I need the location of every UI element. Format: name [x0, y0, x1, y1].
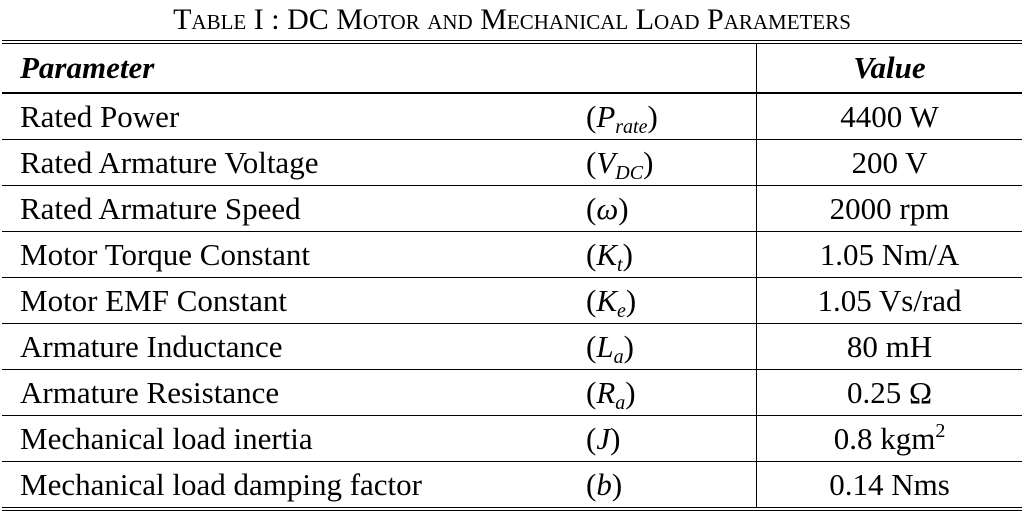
value-cell: 0.8 kgm2: [756, 415, 1022, 462]
value-text: 1.05 Nm/A: [819, 236, 960, 272]
symbol-base: R: [596, 374, 616, 410]
table-row: Mechanical load inertia (J) 0.8 kgm2: [2, 415, 1022, 462]
parameter-cell: Motor EMF Constant: [2, 277, 586, 324]
value-text: 0.25 Ω: [846, 374, 933, 410]
parameter-cell: Mechanical load damping factor: [20, 466, 422, 502]
value-cell: 80 mH: [756, 323, 1022, 370]
parameter-cell: Armature Resistance: [2, 369, 586, 416]
symbol-cell: (b): [586, 462, 757, 510]
table-body: Rated Power (Prate) 4400 W Rated Armature V…: [2, 93, 1022, 509]
value-text: 80 mH: [846, 328, 933, 364]
symbol-close: ): [610, 420, 621, 456]
symbol-open: (: [586, 374, 597, 410]
table-row: Rated Armature Speed (ω) 2000 rpm: [2, 185, 1022, 232]
value-cell: 2000 rpm: [756, 185, 1022, 232]
symbol-base: ω: [596, 190, 619, 226]
header-row: Parameter Value: [2, 42, 1022, 94]
value-text: 1.05 Vs/rad: [817, 282, 962, 318]
symbol-close: ): [643, 144, 654, 180]
symbol-open: (: [586, 144, 597, 180]
symbol-open: (: [586, 328, 597, 364]
symbol-close: ): [618, 190, 629, 226]
symbol-base: K: [596, 236, 618, 272]
value-superscript: 2: [935, 419, 946, 442]
value-text: 0.8 kgm: [833, 420, 936, 456]
value-cell: 4400 W: [756, 93, 1022, 140]
symbol-close: ): [647, 98, 658, 134]
symbol-close: ): [625, 282, 637, 318]
symbol-cell: (ω): [586, 185, 757, 232]
symbol-open: (: [586, 190, 597, 226]
parameter-cell: Armature Inductance: [2, 323, 586, 370]
table-title: Table I : DC Motor and Mechanical Load P…: [173, 3, 851, 36]
symbol-base: L: [596, 328, 614, 364]
table-row: Armature Inductance (La) 80 mH: [2, 323, 1022, 370]
value-cell: 1.05 Vs/rad: [756, 277, 1022, 324]
symbol-cell: (Prate): [586, 93, 757, 140]
table-row: Mechanical load damping factor (b) 0.14 Nm…: [2, 461, 1022, 510]
symbol-subscript: rate: [615, 115, 648, 138]
parameter-cell: Rated Armature Speed: [2, 185, 586, 232]
symbol-open: (: [586, 466, 597, 502]
value-cell: 1.05 Nm/A: [756, 231, 1022, 278]
table-row: Rated Armature Voltage (VDC) 200 V: [2, 139, 1022, 186]
symbol-base: b: [596, 466, 612, 502]
value-text: 200 V: [851, 144, 928, 180]
symbol-base: K: [596, 282, 618, 318]
parameter-cell: Rated Armature Voltage: [2, 139, 586, 186]
symbol-cell: (La): [586, 323, 757, 370]
symbol-cell: (Ke): [586, 277, 757, 324]
value-cell: 0.14 Nms: [756, 461, 1022, 509]
table-row: Armature Resistance (Ra) 0.25 Ω: [2, 369, 1022, 416]
parameter-cell: Mechanical load inertia: [2, 415, 586, 462]
symbol-close: ): [622, 236, 633, 272]
value-text: 2000 rpm: [829, 190, 950, 226]
parameter-table: Parameter Value Rated Power (Prate) 4400 W…: [2, 40, 1022, 511]
symbol-base: J: [596, 420, 611, 456]
value-cell: 200 V: [756, 139, 1022, 186]
value-text: 0.14 Nms: [829, 466, 950, 502]
header-cell: Value: [756, 42, 1022, 94]
table-row: Motor EMF Constant (Ke) 1.05 Vs/rad: [2, 277, 1022, 324]
symbol-open: (: [586, 420, 597, 456]
symbol-subscript: a: [613, 345, 624, 368]
symbol-base: P: [596, 98, 616, 134]
parameter-cell: Motor Torque Constant: [2, 231, 586, 278]
symbol-cell: (Kt): [586, 231, 757, 278]
table-row: Rated Power (Prate) 4400 W: [2, 93, 1022, 140]
symbol-subscript: DC: [615, 161, 644, 184]
header-cell: Parameter: [2, 42, 757, 94]
value-cell: 0.25 Ω: [756, 369, 1022, 416]
symbol-cell: (Ra): [586, 369, 757, 416]
symbol-close: ): [623, 328, 634, 364]
value-text: 4400 W: [840, 98, 939, 134]
symbol-base: V: [596, 144, 616, 180]
symbol-open: (: [586, 282, 597, 318]
symbol-open: (: [586, 236, 597, 272]
symbol-cell: (VDC): [586, 139, 757, 186]
symbol-subscript: a: [615, 391, 626, 414]
symbol-subscript: t: [617, 253, 623, 276]
table-row: Motor Torque Constant (Kt) 1.05 Nm/A: [2, 231, 1022, 278]
symbol-close: ): [611, 466, 623, 502]
symbol-subscript: e: [617, 299, 626, 322]
symbol-open: (: [586, 98, 597, 134]
parameter-cell: Rated Power: [2, 93, 586, 140]
symbol-close: ): [625, 374, 636, 410]
symbol-cell: (J): [586, 415, 757, 462]
